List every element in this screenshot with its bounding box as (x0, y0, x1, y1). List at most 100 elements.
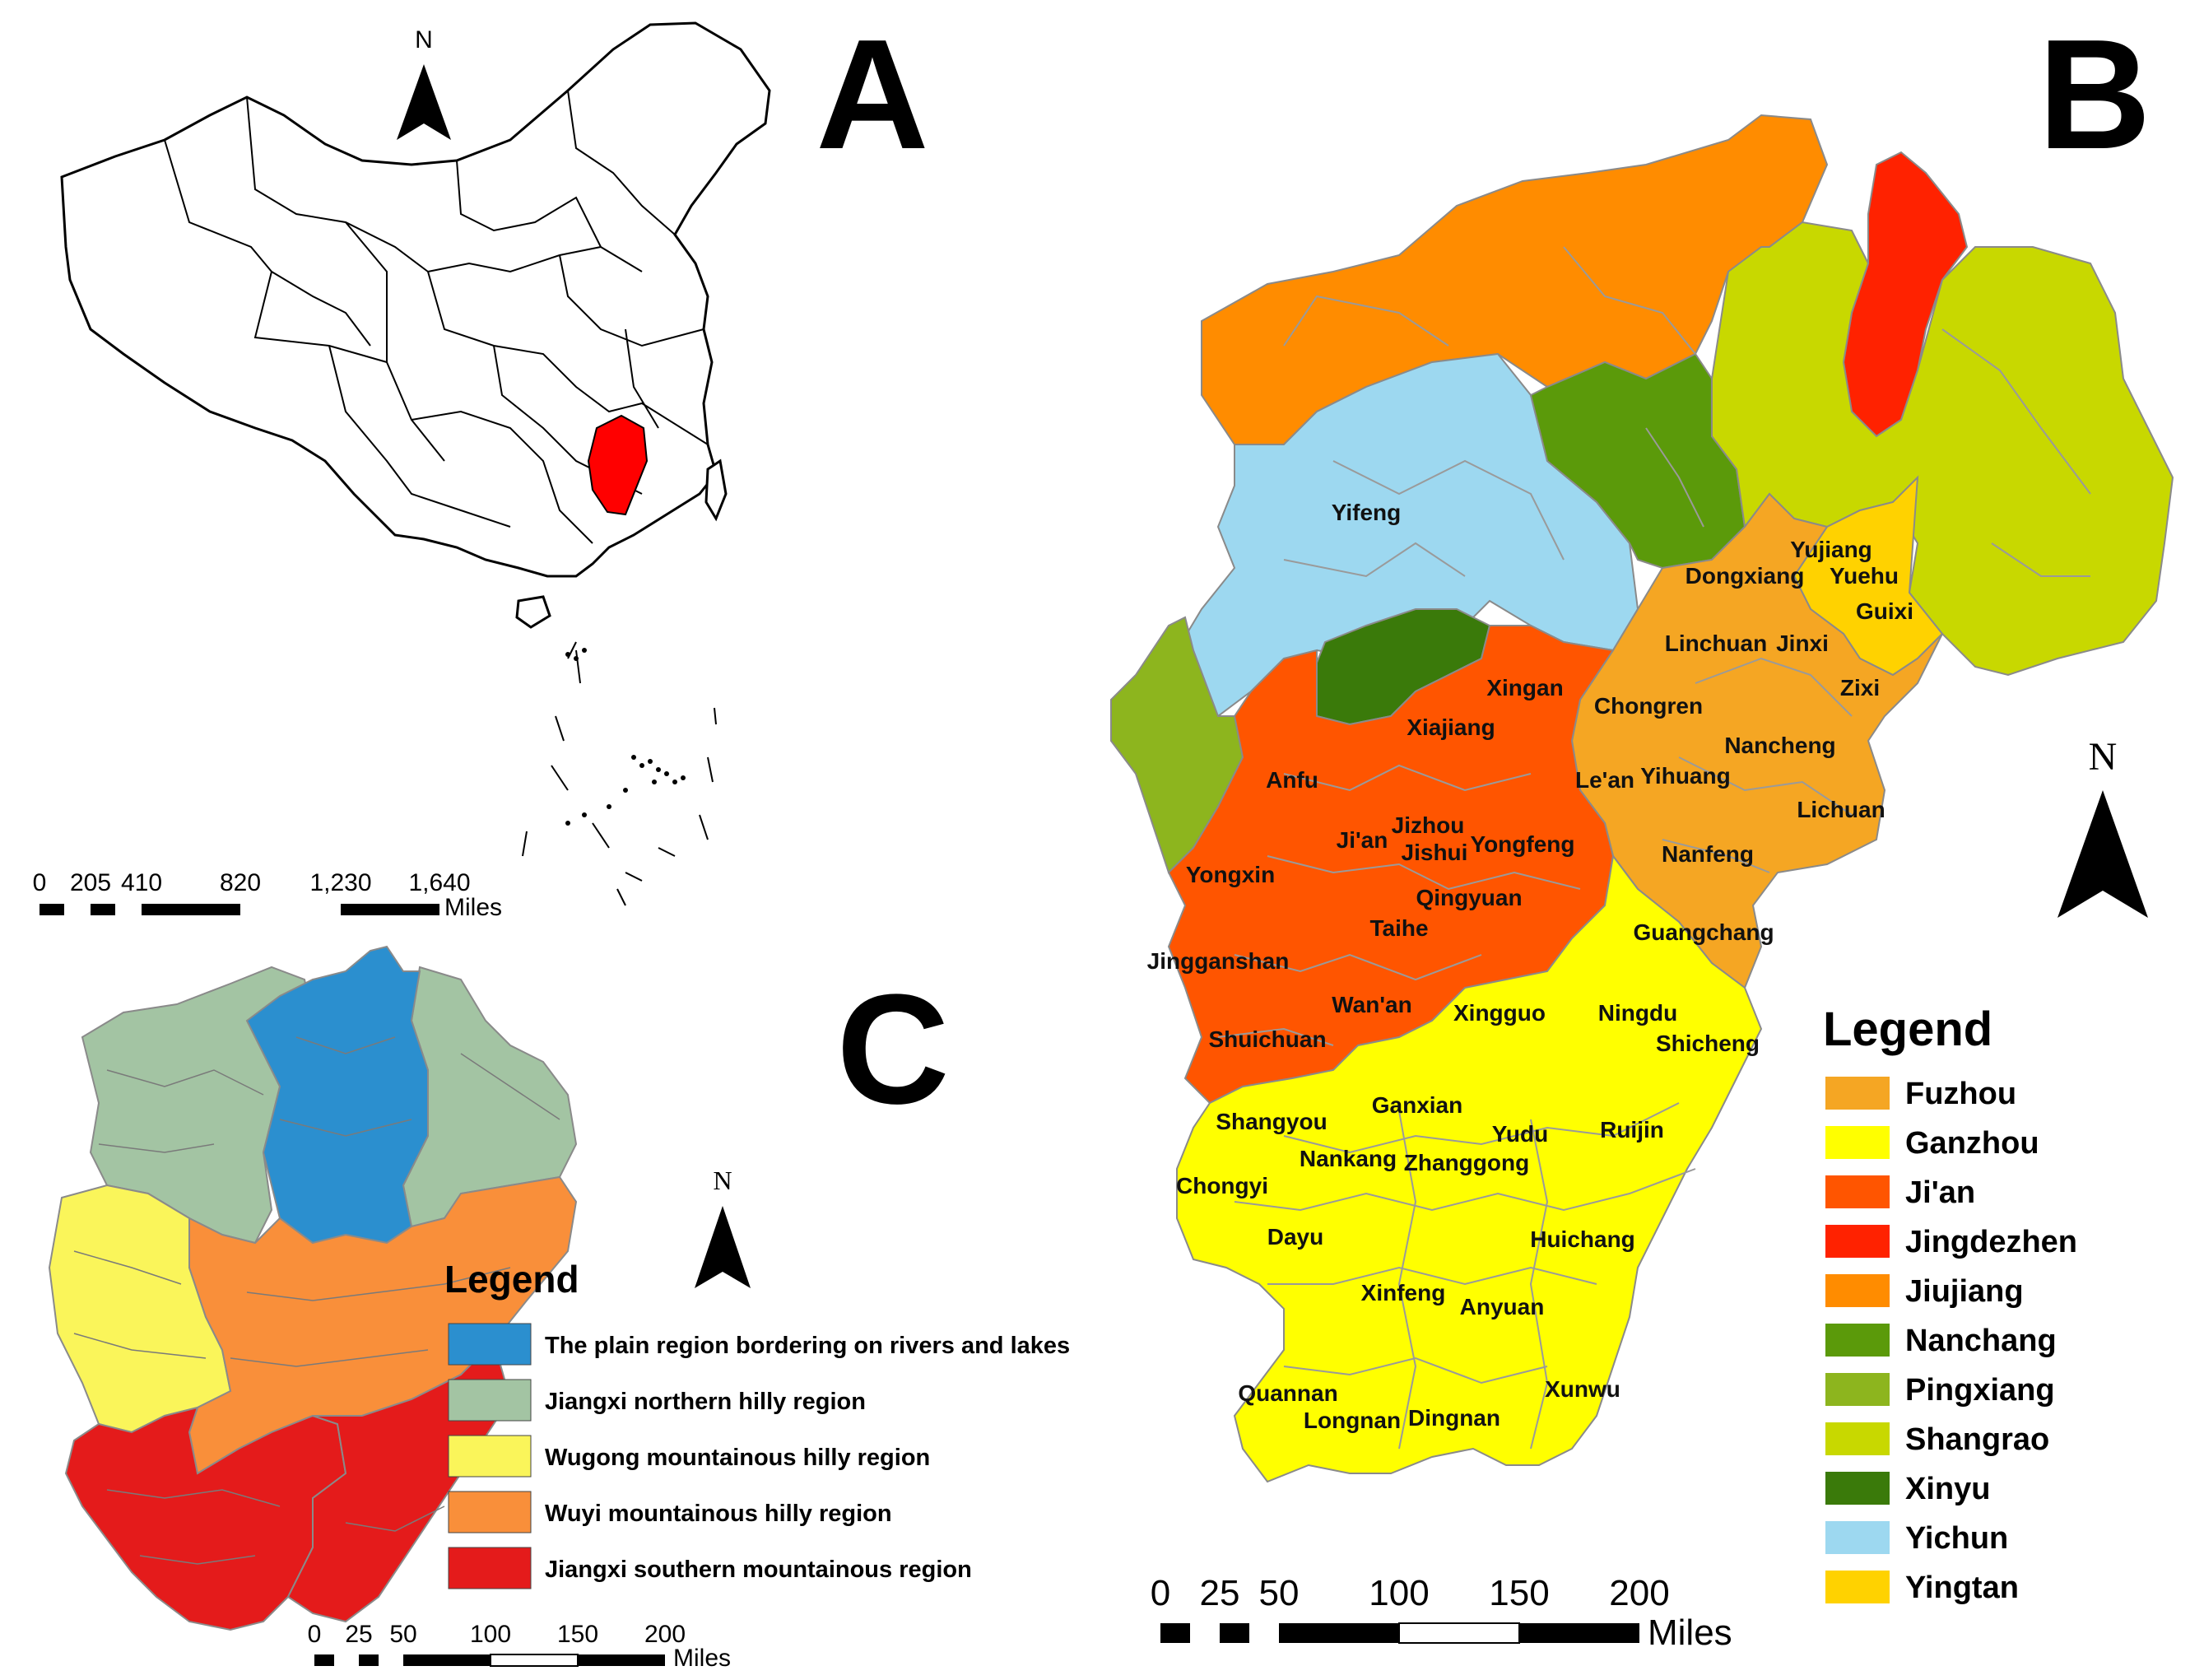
legend-swatch (1825, 1225, 1890, 1258)
map-b-north-label: N (2089, 735, 2118, 779)
map-c-county-boundaries (73, 1036, 560, 1565)
map-b-scale-tick: 25 (1200, 1573, 1240, 1613)
county-label: Xingguo (1453, 1000, 1546, 1026)
map-a-scale-tick: 1,640 (408, 869, 470, 896)
map-b-scale-unit: Miles (1648, 1613, 1732, 1653)
map-a-scalebar: 0 205 410 820 1,230 1,640 Miles (33, 869, 502, 921)
legend-label: Yichun (1905, 1521, 2008, 1556)
county-label: Quannan (1238, 1380, 1337, 1406)
county-label: Longnan (1304, 1408, 1401, 1433)
county-label: Nankang (1300, 1146, 1397, 1171)
legend-label: The plain region bordering on rivers and… (545, 1333, 1070, 1359)
legend-label: Wugong mountainous hilly region (545, 1445, 930, 1471)
map-b-scalebar: 0 25 50 100 150 200 Miles (1151, 1573, 1732, 1653)
county-label: Lichuan (1797, 797, 1885, 822)
panel-letter-b: B (2038, 7, 2150, 182)
county-label: Shuichuan (1208, 1026, 1326, 1052)
legend-label: Shangrao (1905, 1422, 2049, 1457)
county-label: Ganxian (1372, 1092, 1462, 1118)
legend-swatch (448, 1379, 532, 1422)
map-c-regions: C N Legend The plain region bordering on… (48, 945, 1070, 1672)
county-label: Yihuang (1640, 763, 1730, 789)
map-c-legend: Legend The plain region bordering on riv… (444, 1258, 1070, 1589)
map-c-scale-tick: 0 (308, 1621, 322, 1648)
county-label: Ruijin (1600, 1117, 1664, 1142)
legend-swatch (1825, 1521, 1890, 1554)
map-c-north-arrow-icon (695, 1206, 751, 1288)
county-label: Xingan (1486, 675, 1563, 700)
region-ganzhou (1176, 854, 1763, 1483)
county-label: Dayu (1267, 1224, 1323, 1250)
map-c-scale-tick: 100 (470, 1621, 511, 1648)
map-c-scale-tick: 200 (644, 1621, 686, 1648)
map-c-north-label: N (713, 1166, 732, 1195)
map-a-scale-unit: Miles (444, 894, 502, 921)
legend-label: Fuzhou (1905, 1077, 2016, 1111)
panel-letter-a: A (816, 7, 928, 182)
map-c-scale-tick: 150 (557, 1621, 598, 1648)
legend-swatch (1825, 1472, 1890, 1505)
legend-swatch (1825, 1126, 1890, 1159)
county-label: Dongxiang (1686, 563, 1805, 589)
map-a-scale-tick: 0 (33, 869, 47, 896)
legend-swatch (448, 1435, 532, 1478)
map-b-legend-title: Legend (1823, 1003, 1992, 1056)
county-label: Linchuan (1665, 631, 1767, 656)
map-b-north-arrow-icon (2057, 790, 2148, 918)
map-c-scale-tick: 25 (345, 1621, 372, 1648)
county-label: Nanfeng (1662, 841, 1754, 867)
county-label: Xunwu (1545, 1376, 1620, 1402)
county-label: Le'an (1575, 767, 1634, 793)
county-label: Jishui (1402, 840, 1468, 865)
map-a-china: N A 0 205 410 820 1,230 1,640 Miles (33, 7, 929, 921)
legend-swatch (1825, 1422, 1890, 1455)
legend-swatch (1825, 1274, 1890, 1307)
map-b-county-labels: Yifeng Yujiang Dongxiang Yuehu Guixi Lin… (1147, 500, 1913, 1433)
legend-swatch (448, 1547, 532, 1589)
legend-label: Jiujiang (1905, 1274, 2024, 1309)
legend-swatch (1825, 1175, 1890, 1208)
panel-letter-c: C (836, 962, 949, 1137)
county-label: Ningdu (1598, 1000, 1677, 1026)
map-b-scale-tick: 150 (1489, 1573, 1549, 1613)
legend-label: Ganzhou (1905, 1126, 2039, 1161)
legend-swatch (1825, 1324, 1890, 1357)
county-label: Anyuan (1460, 1294, 1545, 1319)
island-dots (565, 648, 686, 826)
legend-label: Jiangxi northern hilly region (545, 1389, 866, 1415)
county-label: Jizhou (1392, 812, 1465, 838)
legend-swatch (1825, 1373, 1890, 1406)
county-label: Guangchang (1633, 919, 1774, 945)
map-a-north-label: N (415, 26, 433, 54)
map-a-scale-tick: 410 (121, 869, 162, 896)
county-label: Zhanggong (1404, 1150, 1529, 1175)
legend-label: Nanchang (1905, 1324, 2057, 1358)
legend-swatch (448, 1491, 532, 1533)
map-c-scalebar: 0 25 50 100 150 200 Miles (308, 1621, 731, 1672)
taiwan-outline (704, 458, 728, 522)
map-a-scale-tick: 205 (70, 869, 111, 896)
county-label: Guixi (1856, 598, 1913, 624)
county-label: Qingyuan (1416, 885, 1522, 910)
county-label: Yujiang (1790, 537, 1872, 562)
map-c-scale-tick: 50 (389, 1621, 416, 1648)
county-label: Shicheng (1656, 1031, 1760, 1056)
hainan-outline (515, 595, 551, 629)
legend-label: Wuyi mountainous hilly region (545, 1501, 892, 1527)
map-c-scale-unit: Miles (673, 1645, 731, 1672)
map-a-scale-tick: 820 (220, 869, 261, 896)
map-b-scale-tick: 100 (1369, 1573, 1429, 1613)
county-label: Dingnan (1408, 1405, 1500, 1431)
county-label: Xinfeng (1361, 1280, 1446, 1305)
county-label: Yongxin (1186, 862, 1275, 887)
map-b-jiangxi: Yifeng Yujiang Dongxiang Yuehu Guixi Lin… (1110, 7, 2174, 1653)
legend-label: Jiangxi southern mountainous region (545, 1557, 972, 1583)
legend-swatch (448, 1323, 532, 1366)
county-label: Shangyou (1216, 1109, 1327, 1134)
region-wuyi (188, 1175, 578, 1475)
county-label: Wan'an (1332, 992, 1411, 1017)
legend-swatch (1825, 1077, 1890, 1110)
county-label: Nancheng (1724, 733, 1835, 758)
county-label: Xiajiang (1407, 714, 1495, 740)
